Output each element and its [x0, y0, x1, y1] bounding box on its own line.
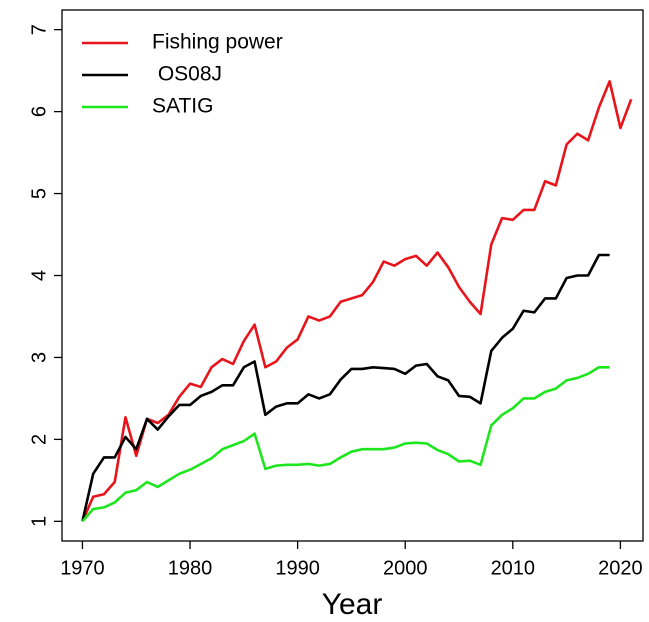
x-tick-label: 2000	[383, 557, 428, 579]
y-tick-label: 3	[28, 352, 50, 363]
y-tick-label: 6	[28, 106, 50, 117]
plot-frame	[61, 9, 644, 542]
x-tick-label: 2020	[598, 557, 643, 579]
y-tick-label: 2	[28, 434, 50, 445]
y-tick-label: 7	[28, 24, 50, 35]
y-tick-label: 1	[28, 516, 50, 527]
series-line	[81, 253, 610, 522]
x-axis-label: Year	[322, 588, 383, 621]
x-tick-label: 1990	[275, 557, 320, 579]
y-tick-label: 4	[28, 270, 50, 281]
x-tick-label: 1970	[60, 557, 105, 579]
series-line	[81, 79, 633, 522]
x-tick-label: 1980	[168, 557, 213, 579]
legend-label: Fishing power	[152, 31, 283, 54]
legend-label: SATIG	[152, 95, 213, 118]
series-line	[81, 365, 610, 523]
x-tick-label: 2010	[491, 557, 536, 579]
y-tick-label: 5	[28, 188, 50, 199]
legend-label: OS08J	[152, 63, 222, 86]
